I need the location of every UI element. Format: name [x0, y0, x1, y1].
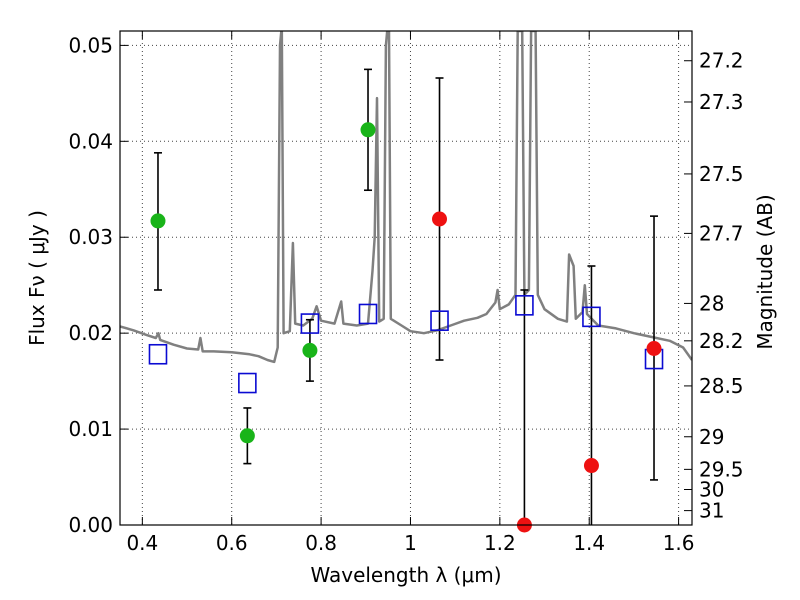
observed-photometry [150, 122, 662, 533]
detection-point [302, 342, 318, 358]
right-tick-label: 27.3 [699, 90, 744, 114]
detection-point [150, 213, 166, 229]
y-tick-label: 0.02 [68, 321, 113, 345]
y-axis-title: Flux Fν ( μJy ) [25, 210, 49, 346]
model-square [148, 343, 168, 365]
x-tick-label: 1.4 [573, 531, 605, 555]
x-tick-label: 1 [404, 531, 417, 555]
y-tick-label: 0.01 [68, 417, 113, 441]
model-square [238, 372, 257, 394]
detection-point [239, 428, 255, 444]
grid-lines [120, 31, 692, 526]
right-tick-label: 28.2 [699, 329, 744, 353]
x-tick-label: 0.6 [216, 531, 248, 555]
right-axis-title: Magnitude (AB) [753, 194, 777, 349]
upper-limit-point [583, 458, 599, 474]
model-square [430, 310, 449, 331]
x-tick-label: 1.6 [663, 531, 695, 555]
sed-line [120, 31, 692, 364]
tick-labels: 0.4 0.6 0.8 1 1.2 1.4 1.6 0.00 0.01 0.02 0.03 0.04 0… [68, 33, 743, 555]
x-tick-label: 0.8 [305, 531, 337, 555]
x-tick-label: 0.4 [126, 531, 158, 555]
right-tick-label: 27.7 [699, 221, 744, 245]
sed-spectrum [120, 31, 692, 364]
right-tick-label: 30 [699, 478, 724, 502]
model-photometry [148, 295, 664, 394]
right-tick-label: 31 [699, 499, 724, 523]
error-bars [153, 68, 659, 525]
model-square [300, 313, 320, 334]
y-tick-label: 0.03 [68, 225, 113, 249]
right-tick-label: 27.5 [699, 162, 744, 186]
right-tick-label: 29.5 [699, 457, 744, 481]
y-tick-label: 0.05 [68, 33, 113, 57]
right-tick-label: 28.5 [699, 374, 744, 398]
detection-point [360, 122, 376, 138]
y-tick-label: 0.04 [68, 129, 113, 153]
model-square [358, 303, 378, 325]
right-tick-label: 28 [699, 291, 724, 315]
x-axis-title: Wavelength λ (μm) [310, 563, 501, 587]
x-tick-label: 1.2 [484, 531, 516, 555]
upper-limit-point [646, 341, 662, 357]
right-tick-label: 27.2 [699, 49, 744, 73]
tick-marks [120, 31, 692, 526]
model-square [515, 295, 534, 316]
y-tick-label: 0.00 [68, 513, 113, 537]
right-tick-label: 29 [699, 425, 724, 449]
upper-limit-point [432, 211, 448, 227]
model-square [582, 306, 601, 328]
plot-frame [119, 30, 693, 526]
